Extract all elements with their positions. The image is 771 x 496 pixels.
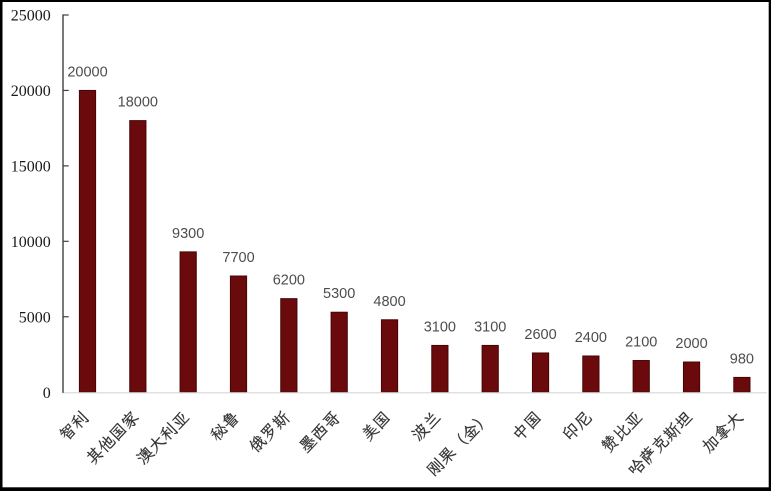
svg-text:20000: 20000 xyxy=(67,64,107,80)
svg-text:0: 0 xyxy=(43,385,51,402)
svg-text:5300: 5300 xyxy=(323,286,355,302)
svg-text:2100: 2100 xyxy=(625,335,657,351)
svg-text:25000: 25000 xyxy=(11,8,51,25)
svg-text:2000: 2000 xyxy=(675,336,707,352)
svg-text:3100: 3100 xyxy=(474,319,506,335)
svg-text:20000: 20000 xyxy=(11,83,51,100)
svg-text:5000: 5000 xyxy=(19,309,51,326)
svg-text:4800: 4800 xyxy=(373,294,405,310)
svg-text:2600: 2600 xyxy=(524,327,556,343)
svg-text:10000: 10000 xyxy=(11,234,51,251)
svg-text:15000: 15000 xyxy=(11,158,51,175)
svg-text:3100: 3100 xyxy=(424,319,456,335)
svg-text:2400: 2400 xyxy=(575,330,607,346)
svg-text:980: 980 xyxy=(730,351,754,367)
svg-text:9300: 9300 xyxy=(172,226,204,242)
svg-text:7700: 7700 xyxy=(222,250,254,266)
svg-text:18000: 18000 xyxy=(118,95,158,111)
svg-text:6200: 6200 xyxy=(273,273,305,289)
